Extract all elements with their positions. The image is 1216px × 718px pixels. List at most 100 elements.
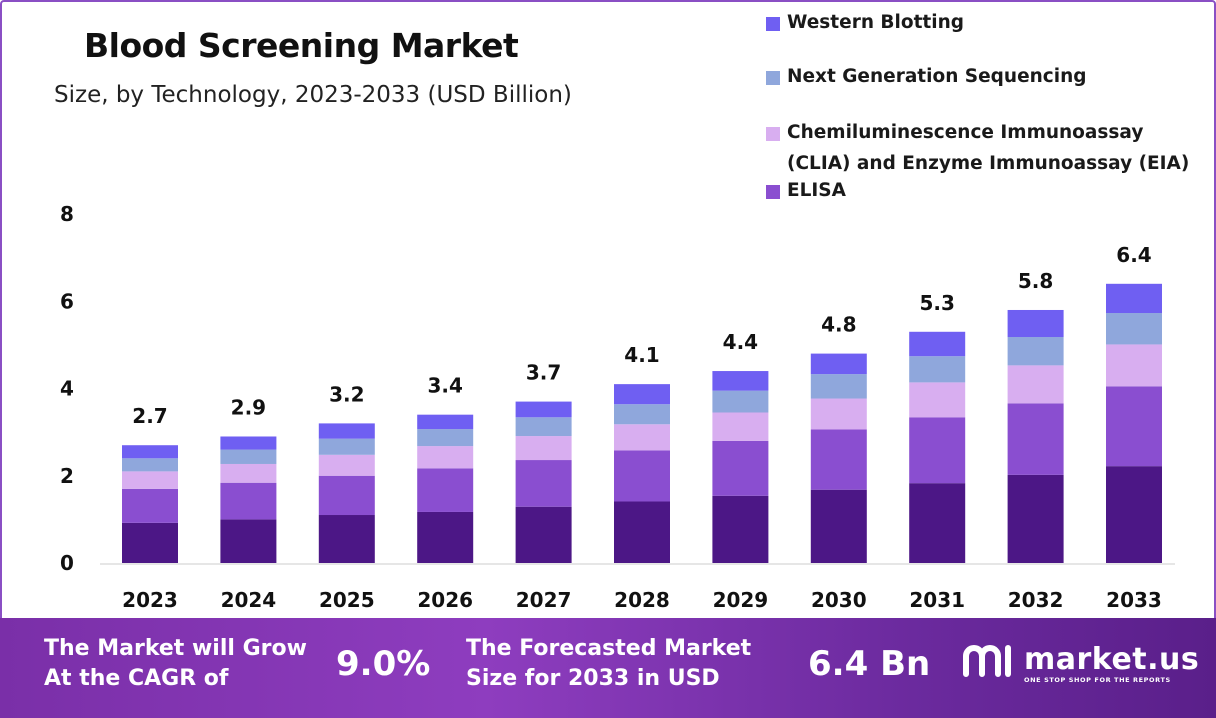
total-label-2032: 5.8 <box>1018 269 1053 293</box>
forecast-text: The Forecasted Market Size for 2033 in U… <box>466 634 751 694</box>
legend-label-western-blotting: Western Blotting <box>787 12 965 33</box>
bar-2031-segment-1 <box>909 417 966 484</box>
bar-2026-segment-2 <box>417 446 474 469</box>
bar-2023-segment-4 <box>122 445 178 459</box>
total-label-2027: 3.7 <box>526 361 561 385</box>
y-tick-label-4: 4 <box>60 377 74 401</box>
bar-2032-segment-3 <box>1007 337 1064 366</box>
bar-2026-segment-3 <box>417 429 474 447</box>
bar-2023-segment-0 <box>122 522 178 563</box>
total-label-2031: 5.3 <box>919 291 954 315</box>
bar-2024-segment-2 <box>220 463 277 483</box>
total-label-2023: 2.7 <box>132 404 167 428</box>
bar-2025-segment-4 <box>318 423 375 439</box>
cagr-text-line2: At the CAGR of <box>44 666 229 691</box>
y-tick-label-0: 0 <box>60 551 74 575</box>
legend-item-ngs: Next Generation Sequencing <box>766 66 1087 92</box>
total-label-2025: 3.2 <box>329 382 364 406</box>
bar-2026-segment-1 <box>417 468 474 512</box>
bar-2024-segment-4 <box>220 436 277 450</box>
bar-2028-segment-4 <box>614 384 670 405</box>
x-tick-label-2030: 2030 <box>811 588 867 612</box>
bar-2033-segment-4 <box>1106 283 1162 314</box>
bar-2029-segment-0 <box>712 495 769 563</box>
bar-2031-segment-2 <box>909 382 966 418</box>
bar-2027-segment-2 <box>515 436 572 461</box>
legend-label-ngs: Next Generation Sequencing <box>787 66 1087 87</box>
bar-2029-segment-2 <box>712 412 769 441</box>
bar-2028-segment-1 <box>614 450 670 502</box>
x-tick-label-2024: 2024 <box>221 588 277 612</box>
bar-2029-segment-4 <box>712 371 769 391</box>
forecast-text-line2: Size for 2033 in USD <box>466 666 720 691</box>
brand-name: market.us <box>1024 642 1200 677</box>
bar-2023-segment-2 <box>122 471 178 489</box>
total-label-2028: 4.1 <box>624 343 659 367</box>
bar-2031-segment-4 <box>909 331 966 357</box>
y-tick-label-2: 2 <box>60 464 74 488</box>
bar-2033-segment-3 <box>1106 313 1162 345</box>
bar-2025-segment-0 <box>318 515 375 563</box>
bar-2029-segment-1 <box>712 440 769 496</box>
bar-2025-segment-3 <box>318 438 375 455</box>
chart-title: Blood Screening Market <box>84 26 519 65</box>
stacked-bar-chart: 0 2 4 6 8 2.7 2023 2.9 2024 3.2 2025 3.4 2026 3.7 2027… <box>60 202 1175 612</box>
bar-2033-segment-0 <box>1106 466 1162 563</box>
bar-2025-segment-1 <box>318 475 375 516</box>
bar-2027-segment-3 <box>515 417 572 437</box>
bar-2030-segment-0 <box>810 489 867 563</box>
x-tick-label-2023: 2023 <box>122 588 178 612</box>
chart-subtitle: Size, by Technology, 2023-2033 (USD Bill… <box>54 82 572 108</box>
bar-2029-segment-3 <box>712 390 769 413</box>
summary-banner: The Market will Grow At the CAGR of 9.0%… <box>0 618 1216 718</box>
x-tick-label-2031: 2031 <box>909 588 965 612</box>
brand-tagline: ONE STOP SHOP FOR THE REPORTS <box>1024 676 1171 684</box>
x-tick-label-2027: 2027 <box>516 588 572 612</box>
bar-2026-segment-0 <box>417 511 474 563</box>
y-tick-label-6: 6 <box>60 289 74 313</box>
legend-label-elisa: ELISA <box>787 180 846 201</box>
legend-swatch-western-blotting <box>766 17 780 31</box>
bar-2028-segment-0 <box>614 501 670 563</box>
legend-swatch-clia-eia <box>766 127 780 141</box>
legend-item-elisa: ELISA <box>766 180 846 206</box>
x-tick-label-2029: 2029 <box>713 588 769 612</box>
cagr-text-line1: The Market will Grow <box>44 636 307 661</box>
bar-2031-segment-3 <box>909 356 966 383</box>
legend-item-clia-eia: Chemiluminescence Immunoassay (CLIA) and… <box>766 122 1207 179</box>
x-tick-label-2032: 2032 <box>1008 588 1064 612</box>
bar-2032-segment-4 <box>1007 309 1064 338</box>
bar-2027-segment-4 <box>515 401 572 418</box>
bar-2030-segment-4 <box>810 353 867 375</box>
bar-2033-segment-2 <box>1106 344 1162 387</box>
total-label-2024: 2.9 <box>231 395 266 419</box>
bar-2031-segment-0 <box>909 483 966 563</box>
bar-2027-segment-0 <box>515 506 572 563</box>
bar-2032-segment-0 <box>1007 474 1064 563</box>
bar-2028-segment-3 <box>614 404 670 425</box>
legend-label-clia-eia: Chemiluminescence Immunoassay (CLIA) and… <box>787 122 1190 174</box>
y-tick-label-8: 8 <box>60 202 74 226</box>
forecast-text-line1: The Forecasted Market <box>466 636 752 661</box>
x-tick-label-2025: 2025 <box>319 588 375 612</box>
bar-2030-segment-2 <box>810 398 867 430</box>
forecast-value: 6.4 Bn <box>808 644 931 684</box>
legend-swatch-elisa <box>766 185 780 199</box>
total-label-2026: 3.4 <box>427 374 462 398</box>
bar-2023-segment-3 <box>122 458 178 472</box>
brand: market.us ONE STOP SHOP FOR THE REPORTS <box>962 640 1200 684</box>
total-label-2029: 4.4 <box>723 330 758 354</box>
bar-2023-segment-1 <box>122 488 178 523</box>
cagr-text: The Market will Grow At the CAGR of <box>44 634 307 694</box>
bar-2030-segment-3 <box>810 374 867 399</box>
bar-2026-segment-4 <box>417 414 474 430</box>
bar-2033-segment-1 <box>1106 386 1162 467</box>
bar-2024-segment-0 <box>220 519 277 563</box>
x-tick-label-2033: 2033 <box>1106 588 1162 612</box>
cagr-value: 9.0% <box>336 644 431 684</box>
bar-2030-segment-1 <box>810 429 867 490</box>
market-us-logo-icon <box>963 645 1011 677</box>
total-label-2030: 4.8 <box>821 313 856 337</box>
x-tick-label-2028: 2028 <box>614 588 670 612</box>
bar-2032-segment-1 <box>1007 403 1064 475</box>
